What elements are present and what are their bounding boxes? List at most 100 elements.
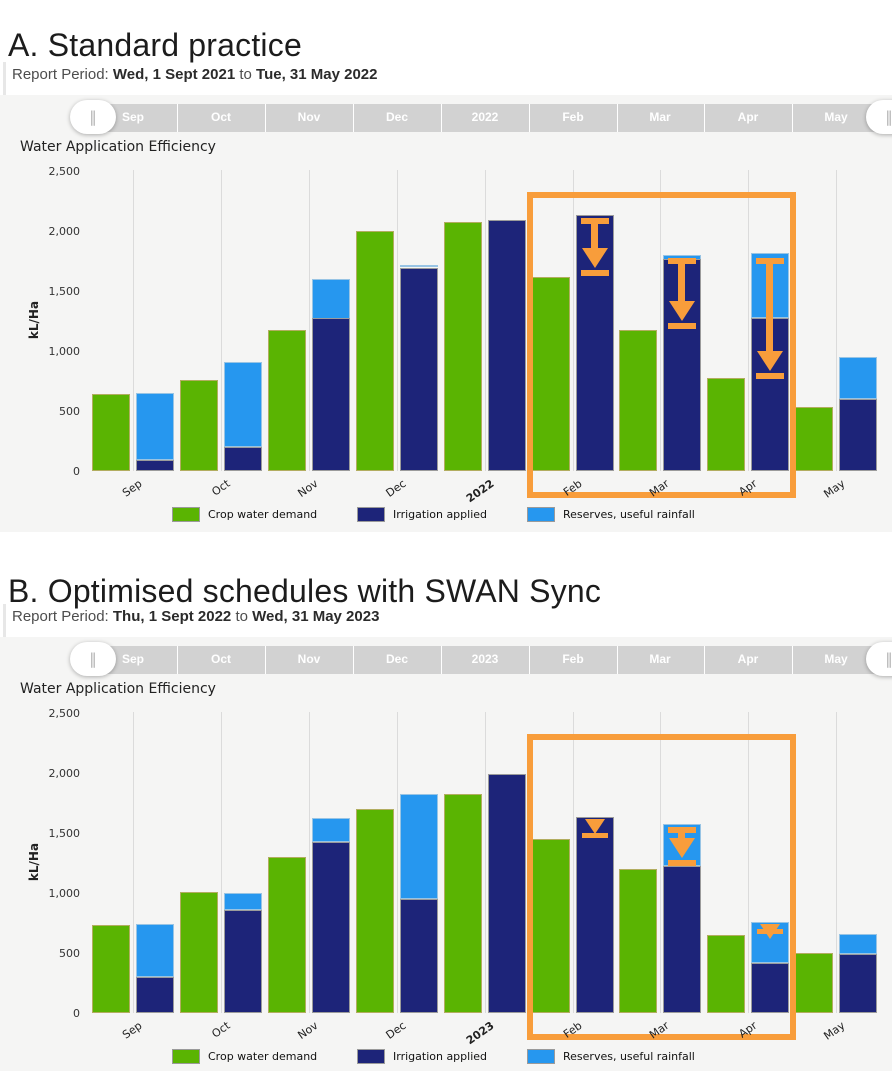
slider-handle-right[interactable]: ‖: [866, 100, 892, 134]
slider-month-label: Feb: [562, 110, 584, 124]
bar-reserves-rainfall-Oct: [224, 362, 262, 447]
slider-handle-left[interactable]: ‖: [70, 100, 116, 134]
slider-month-label: Nov: [297, 110, 321, 124]
savings-arrow-head: [585, 819, 605, 834]
savings-arrow-bottom-bar: [582, 833, 608, 838]
legend-swatch-crop-demand: [172, 506, 200, 522]
timeline-slider-track[interactable]: [85, 104, 892, 132]
slider-month-label: Oct: [210, 110, 231, 124]
bar-irrigation-applied-Feb: [576, 817, 614, 1013]
slider-month-label: Mar: [649, 652, 671, 666]
bar-crop-water-demand-Mar: [619, 330, 657, 471]
savings-arrow-bottom-bar: [756, 373, 784, 379]
legend-label: Crop water demand: [208, 507, 318, 521]
plot-gridline: [133, 712, 134, 1013]
slider-tick: [441, 104, 442, 132]
legend-label: Reserves, useful rainfall: [563, 507, 695, 521]
report-period-b: Report Period: Thu, 1 Sept 2022 to Wed, …: [12, 608, 379, 625]
bar-crop-water-demand-Nov: [268, 857, 306, 1013]
x-axis-label-Sep: Sep: [120, 477, 145, 500]
plot-gridline: [573, 712, 574, 1013]
slider-handle-left[interactable]: ‖: [70, 642, 116, 676]
plot-gridline: [573, 170, 574, 471]
x-axis-label-Sep: Sep: [120, 1019, 145, 1042]
report-period-end-date: Wed, 31 May 2023: [252, 608, 380, 625]
y-axis-label: kL/Ha: [27, 842, 41, 882]
savings-arrow-shaft: [678, 263, 685, 303]
savings-arrow-top-cap: [581, 218, 609, 224]
bar-crop-water-demand-2022: [444, 222, 482, 471]
slider-handle-right[interactable]: ‖: [866, 642, 892, 676]
timeline-slider-track[interactable]: [85, 646, 892, 674]
legend-label: Irrigation applied: [393, 507, 488, 521]
bar-crop-water-demand-Dec: [356, 809, 394, 1013]
bar-irrigation-applied-Dec: [400, 899, 438, 1013]
plot-gridline: [133, 170, 134, 471]
y-axis-tick-label: 1,000: [48, 345, 81, 358]
plot-gridline: [397, 712, 398, 1013]
slider-month-label: Sep: [121, 110, 144, 124]
y-axis-tick-label: 2,000: [48, 767, 81, 780]
highlight-rectangle: [527, 734, 796, 1040]
slider-month-label: Nov: [297, 652, 321, 666]
legend-item: Crop water demand: [172, 506, 317, 522]
bar-crop-water-demand-Apr: [707, 378, 745, 471]
legend-item: Reserves, useful rainfall: [527, 1048, 695, 1064]
slider-tick: [353, 104, 354, 132]
plot-gridline: [485, 712, 486, 1013]
slider-tick: [704, 646, 705, 674]
y-axis-tick-label: 2,500: [48, 707, 81, 720]
chart-title: Water Application Efficiency: [20, 681, 216, 697]
bar-irrigation-applied-May: [839, 954, 877, 1013]
slider-tick: [353, 646, 354, 674]
bar-reserves-rainfall-Oct: [224, 893, 262, 910]
bar-irrigation-applied-2022: [488, 220, 526, 471]
y-axis-tick-label: 1,500: [48, 285, 81, 298]
plot-gridline: [485, 170, 486, 471]
bar-reserves-rainfall-Dec: [400, 794, 438, 899]
slider-month-label: 2023: [471, 652, 499, 666]
plot-gridline: [836, 170, 837, 471]
legend-swatch-crop-demand: [172, 1048, 200, 1064]
plot-gridline: [397, 170, 398, 471]
chart-panel-standard-practice: Sep Oct Nov Dec 2022 Feb Mar Apr May ‖ ‖ Water Appl…: [0, 95, 892, 532]
bar-crop-water-demand-Feb: [532, 277, 570, 471]
legend-swatch-rainfall: [527, 1048, 555, 1064]
bar-irrigation-applied-Sep: [136, 460, 174, 471]
bar-reserves-rainfall-Sep: [136, 393, 174, 460]
slider-tick: [529, 646, 530, 674]
slider-tick: [441, 646, 442, 674]
slider-month-label: Mar: [649, 110, 671, 124]
savings-arrow-bottom-bar: [581, 270, 609, 276]
legend-swatch-rainfall: [527, 506, 555, 522]
bar-irrigation-applied-Nov: [312, 318, 350, 471]
bar-irrigation-applied-May: [839, 399, 877, 471]
slider-month-label: May: [824, 652, 848, 666]
savings-arrow-shaft: [678, 832, 685, 840]
bar-crop-water-demand-Nov: [268, 330, 306, 471]
bar-crop-water-demand-May: [795, 407, 833, 471]
bar-reserves-rainfall-Sep: [136, 924, 174, 977]
savings-arrow-top-cap: [668, 827, 696, 833]
y-axis-tick-label: 500: [59, 947, 80, 960]
savings-arrow-head: [582, 248, 608, 268]
report-period-label: Report Period:: [12, 608, 109, 625]
slider-tick: [704, 104, 705, 132]
legend-item: Irrigation applied: [357, 506, 487, 522]
bar-crop-water-demand-Mar: [619, 869, 657, 1013]
legend-label: Crop water demand: [208, 1049, 318, 1063]
legend-item: Crop water demand: [172, 1048, 317, 1064]
savings-arrow-bottom-bar: [757, 929, 783, 934]
slider-month-label: Dec: [385, 110, 408, 124]
y-axis-tick-label: 0: [73, 1007, 80, 1020]
bar-reserves-rainfall-May: [839, 934, 877, 954]
report-period-to: to: [235, 608, 248, 625]
section-a-heading: A. Standard practice: [8, 27, 302, 64]
legend-swatch-irrigation: [357, 506, 385, 522]
slider-month-label: May: [824, 110, 848, 124]
report-period-start-date: Thu, 1 Sept 2022: [112, 608, 232, 625]
savings-arrow-head: [669, 838, 695, 858]
legend-swatch-irrigation: [357, 1048, 385, 1064]
plot-gridline: [748, 712, 749, 1013]
savings-arrow-bottom-bar: [668, 860, 696, 866]
